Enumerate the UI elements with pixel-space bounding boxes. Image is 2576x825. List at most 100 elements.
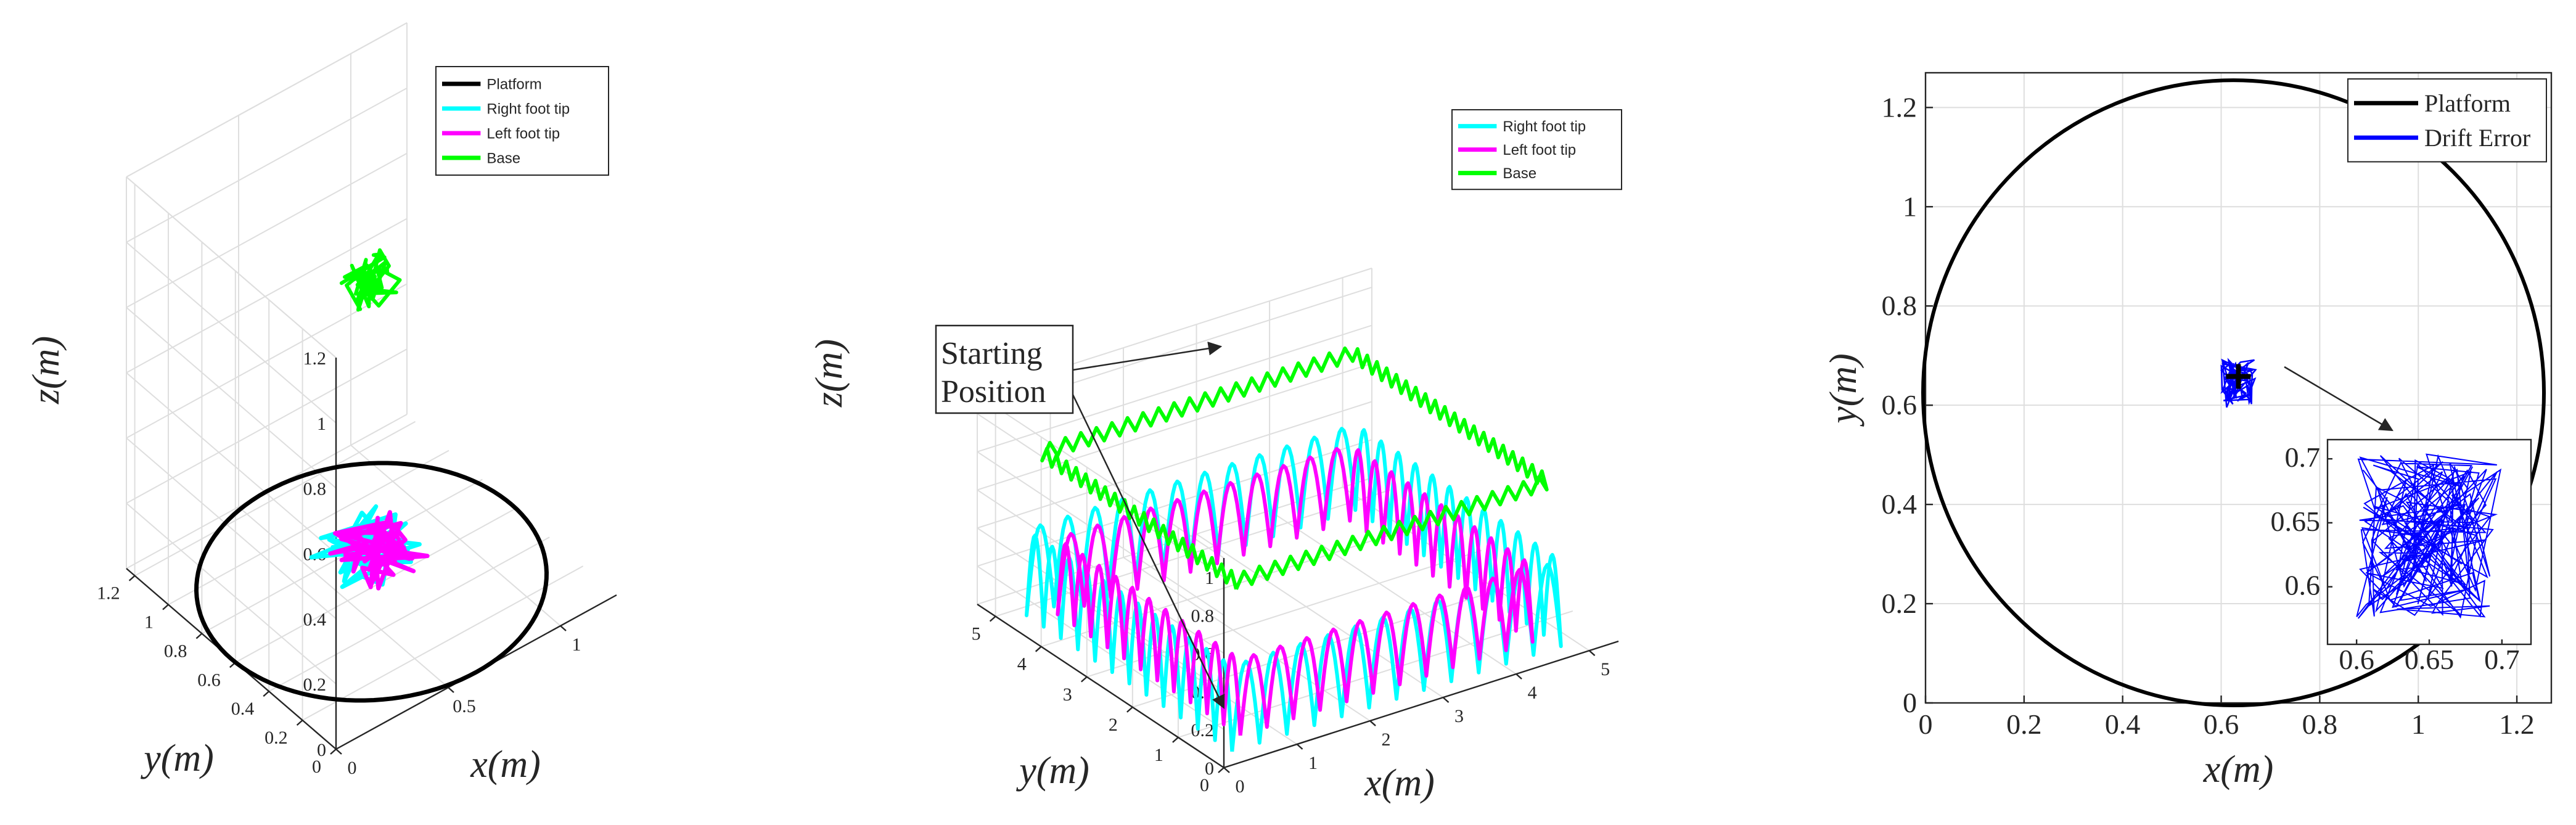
x-tick-label: 5 (1601, 659, 1610, 679)
x-tick (1369, 720, 1376, 726)
x-tick-label: 0 (1236, 776, 1245, 797)
y-tick (1126, 706, 1133, 713)
y-tick (296, 720, 303, 726)
y-tick-label: 0.8 (164, 641, 187, 661)
x-tick (448, 687, 454, 693)
y-axis-label: y(m) (1823, 353, 1864, 427)
z-axis-label: z(m) (808, 339, 850, 408)
y-tick-label: 0.6 (1882, 389, 1918, 421)
inset-y-tick-label: 0.7 (2285, 441, 2321, 473)
x-axis-label: x(m) (1364, 762, 1435, 804)
y-tick (195, 633, 203, 639)
grid-line (126, 242, 337, 424)
x-tick (1296, 744, 1303, 750)
x-tick-label: 3 (1454, 706, 1464, 726)
x-tick-label: 2 (1382, 729, 1391, 750)
y-tick (989, 615, 996, 622)
inset-arrow (2284, 366, 2393, 432)
y-tick-label: 4 (1017, 654, 1027, 675)
x-tick-label: 4 (1528, 683, 1537, 703)
y-tick-label: 1 (1903, 191, 1917, 222)
z-tick-label: 0.2 (1191, 720, 1215, 741)
grid-line (126, 503, 337, 684)
grid-line (238, 506, 449, 688)
y-tick (1080, 676, 1088, 683)
annotation-text: Position (941, 374, 1046, 409)
base-trajectory (1040, 346, 1549, 590)
y-axis (977, 603, 1224, 769)
y-tick-label: 0.4 (231, 699, 255, 719)
z-tick-label: 1 (317, 414, 326, 434)
x-tick (560, 625, 567, 631)
x-tick-label: 1.2 (2499, 708, 2535, 740)
legend: Right foot tip Left foot tip Base (1451, 109, 1622, 191)
grid-line (302, 565, 584, 721)
x-axis-label: x(m) (2203, 749, 2274, 790)
annotation-arrow (1072, 394, 1225, 710)
legend-label: Platform (2424, 89, 2511, 117)
legend-label: Drift Error (2424, 124, 2530, 152)
legend-label: Base (486, 150, 520, 166)
y-tick-label: 5 (972, 624, 981, 644)
x-axis-label: x(m) (470, 744, 541, 786)
inset-drift-trajectory (2356, 453, 2502, 619)
legend-label: Base (1503, 165, 1536, 182)
y-tick (128, 575, 136, 581)
grid-line (977, 363, 1372, 491)
x-tick-label: 0.6 (2204, 708, 2239, 740)
x-tick-label: 0.2 (2006, 708, 2042, 740)
chart-1: 00.5100.20.40.60.811.200.20.40.60.811.2x… (25, 22, 617, 786)
y-tick (1172, 737, 1179, 743)
y-tick-label: 1 (1154, 745, 1163, 765)
y-tick-label: 0 (1903, 687, 1917, 718)
platform-circle (194, 461, 549, 703)
y-tick-label: 1 (144, 612, 154, 633)
grid-line (126, 306, 337, 489)
base-trajectory (339, 248, 402, 312)
y-tick-label: 1.2 (97, 583, 120, 604)
annotation-arrow (1072, 342, 1223, 371)
x-tick-label: 0.4 (2105, 708, 2141, 740)
legend: Platform Drift Error (2347, 78, 2547, 163)
grid-line (350, 445, 561, 626)
y-tick (330, 749, 337, 755)
y-tick-label: 0 (312, 757, 321, 777)
x-tick-label: 1 (572, 634, 581, 655)
y-axis-label: y(m) (1015, 750, 1089, 792)
y-tick-label: 3 (1063, 684, 1072, 705)
x-tick-label: 0.8 (2302, 708, 2338, 740)
grid-line (977, 401, 1372, 529)
legend-label: Left foot tip (486, 125, 560, 142)
inset-y-tick-label: 0.65 (2271, 506, 2321, 537)
z-tick-label: 0 (1205, 758, 1214, 779)
x-axis (1223, 640, 1619, 769)
grid-line (977, 324, 1372, 453)
inset-y-tick-label: 0.6 (2285, 570, 2321, 601)
y-tick-label: 0 (1200, 775, 1209, 795)
grid-line (126, 22, 408, 178)
grid-line (126, 176, 337, 358)
x-tick (1442, 697, 1450, 704)
y-axis-label: y(m) (140, 737, 214, 779)
x-tick-label: 1 (2411, 708, 2426, 740)
y-tick (263, 691, 269, 697)
inset-x-tick-label: 0.7 (2484, 644, 2520, 675)
x-tick-label: 1 (1308, 753, 1318, 773)
x-tick (335, 749, 342, 755)
y-tick-label: 1.2 (1882, 91, 1918, 123)
platform-circle (1921, 78, 2546, 708)
chart-3: 0 0.2 0.4 0.6 0.8 1 1.2 0 0.2 0.4 0.6 0.8 1 1.2 x(m) y(… (1823, 72, 2553, 790)
legend: Platform Right foot tip Left foot tip Base (435, 66, 609, 176)
y-tick-label: 0.6 (197, 670, 221, 690)
z-tick-label: 0 (317, 740, 326, 760)
z-tick-label: 0.2 (303, 675, 327, 695)
inset-x-tick-label: 0.65 (2405, 644, 2455, 675)
x-tick (1516, 673, 1522, 680)
y-tick-label: 0.2 (265, 728, 288, 748)
z-tick-label: 1 (1205, 568, 1214, 588)
legend-label: Left foot tip (1503, 142, 1576, 158)
grid-line (126, 437, 337, 620)
left-foot-trajectory (1056, 446, 1535, 736)
